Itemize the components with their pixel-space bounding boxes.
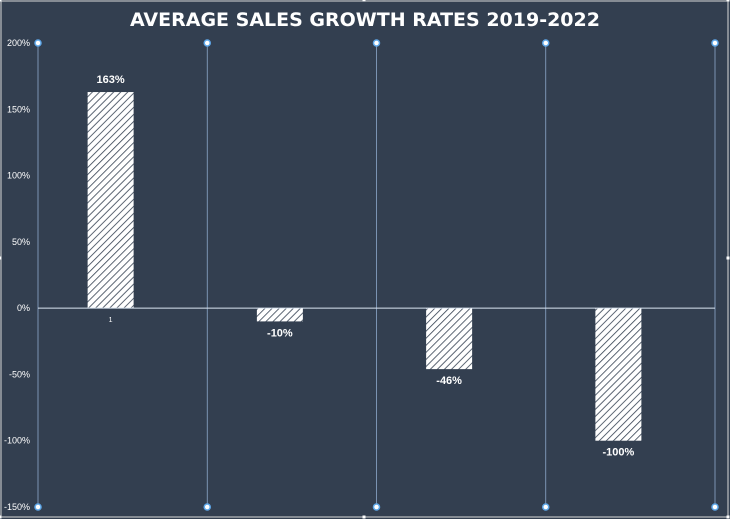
frame-resize-handle[interactable] <box>0 515 2 519</box>
selection-handle[interactable] <box>542 39 550 47</box>
bar[interactable] <box>256 308 303 322</box>
selection-handle[interactable] <box>34 39 42 47</box>
y-tick-label: 200% <box>7 38 30 48</box>
data-label: 163% <box>97 74 125 86</box>
chart-title: AVERAGE SALES GROWTH RATES 2019-2022 <box>130 9 600 31</box>
y-tick-label: -50% <box>9 369 30 379</box>
y-tick-label: 50% <box>12 237 30 247</box>
bar[interactable] <box>87 92 134 309</box>
frame-resize-handle[interactable] <box>726 256 730 260</box>
bars <box>87 92 642 441</box>
data-label: -100% <box>602 447 634 459</box>
frame-resize-handle[interactable] <box>0 256 2 260</box>
frame-resize-handle[interactable] <box>0 0 2 2</box>
y-tick-label: -100% <box>4 436 30 446</box>
selection-handle[interactable] <box>34 503 42 511</box>
selection-handle[interactable] <box>372 39 381 47</box>
frame-resize-handle[interactable] <box>362 0 366 2</box>
selection-handle[interactable] <box>711 503 719 511</box>
frame-resize-handle[interactable] <box>362 515 366 519</box>
y-tick-label: 150% <box>7 104 30 114</box>
y-tick-label: 0% <box>17 303 30 313</box>
selection-handle[interactable] <box>711 39 719 47</box>
bar[interactable] <box>595 308 642 441</box>
y-tick-label: -150% <box>4 502 30 512</box>
bar[interactable] <box>426 308 473 370</box>
data-label: -46% <box>436 375 462 387</box>
selection-handle[interactable] <box>203 503 211 511</box>
selection-handle[interactable] <box>203 39 211 47</box>
gridlines <box>37 43 716 507</box>
data-label: -10% <box>267 327 293 339</box>
selection-handle[interactable] <box>372 503 381 511</box>
x-category-label: 1 <box>109 317 113 324</box>
frame-resize-handle[interactable] <box>726 0 730 2</box>
labels: 200% 150% 100% 50% 0% -50% -100% -150% 163% 1 -10%… <box>4 38 635 512</box>
frame-resize-handle[interactable] <box>726 515 730 519</box>
y-tick-label: 100% <box>7 171 30 181</box>
selection-handle[interactable] <box>542 503 550 511</box>
